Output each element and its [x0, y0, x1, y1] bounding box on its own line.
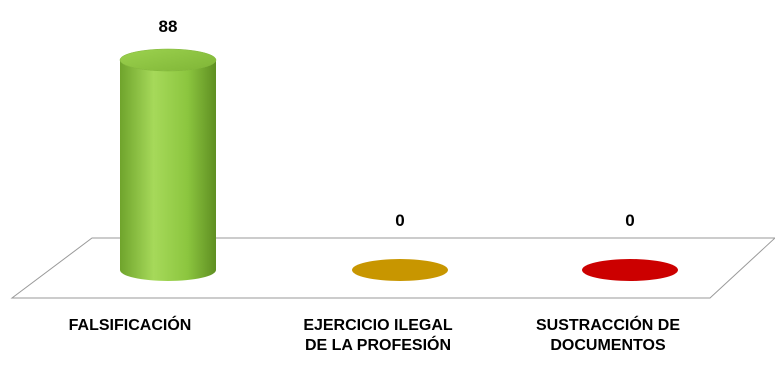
category-label-line: SUSTRACCIÓN DE [536, 315, 680, 334]
category-label-line: EJERCICIO ILEGAL [303, 317, 453, 334]
bar-1 [352, 259, 448, 281]
value-label-0: 88 [159, 17, 178, 36]
category-label-line: DE LA PROFESIÓN [305, 335, 451, 354]
value-label-1: 0 [395, 211, 404, 230]
category-label-0: FALSIFICACIÓN [69, 315, 192, 334]
category-label-line: FALSIFICACIÓN [69, 315, 192, 334]
value-label-2: 0 [625, 211, 634, 230]
bar-top-0 [119, 48, 217, 72]
category-label-1: EJERCICIO ILEGAL DE LA PROFESIÓN [303, 317, 453, 354]
bar-2 [582, 259, 678, 281]
category-label-line: DOCUMENTOS [550, 337, 666, 354]
bar-0 [120, 60, 216, 281]
category-label-2: SUSTRACCIÓN DE DOCUMENTOS [536, 315, 680, 354]
